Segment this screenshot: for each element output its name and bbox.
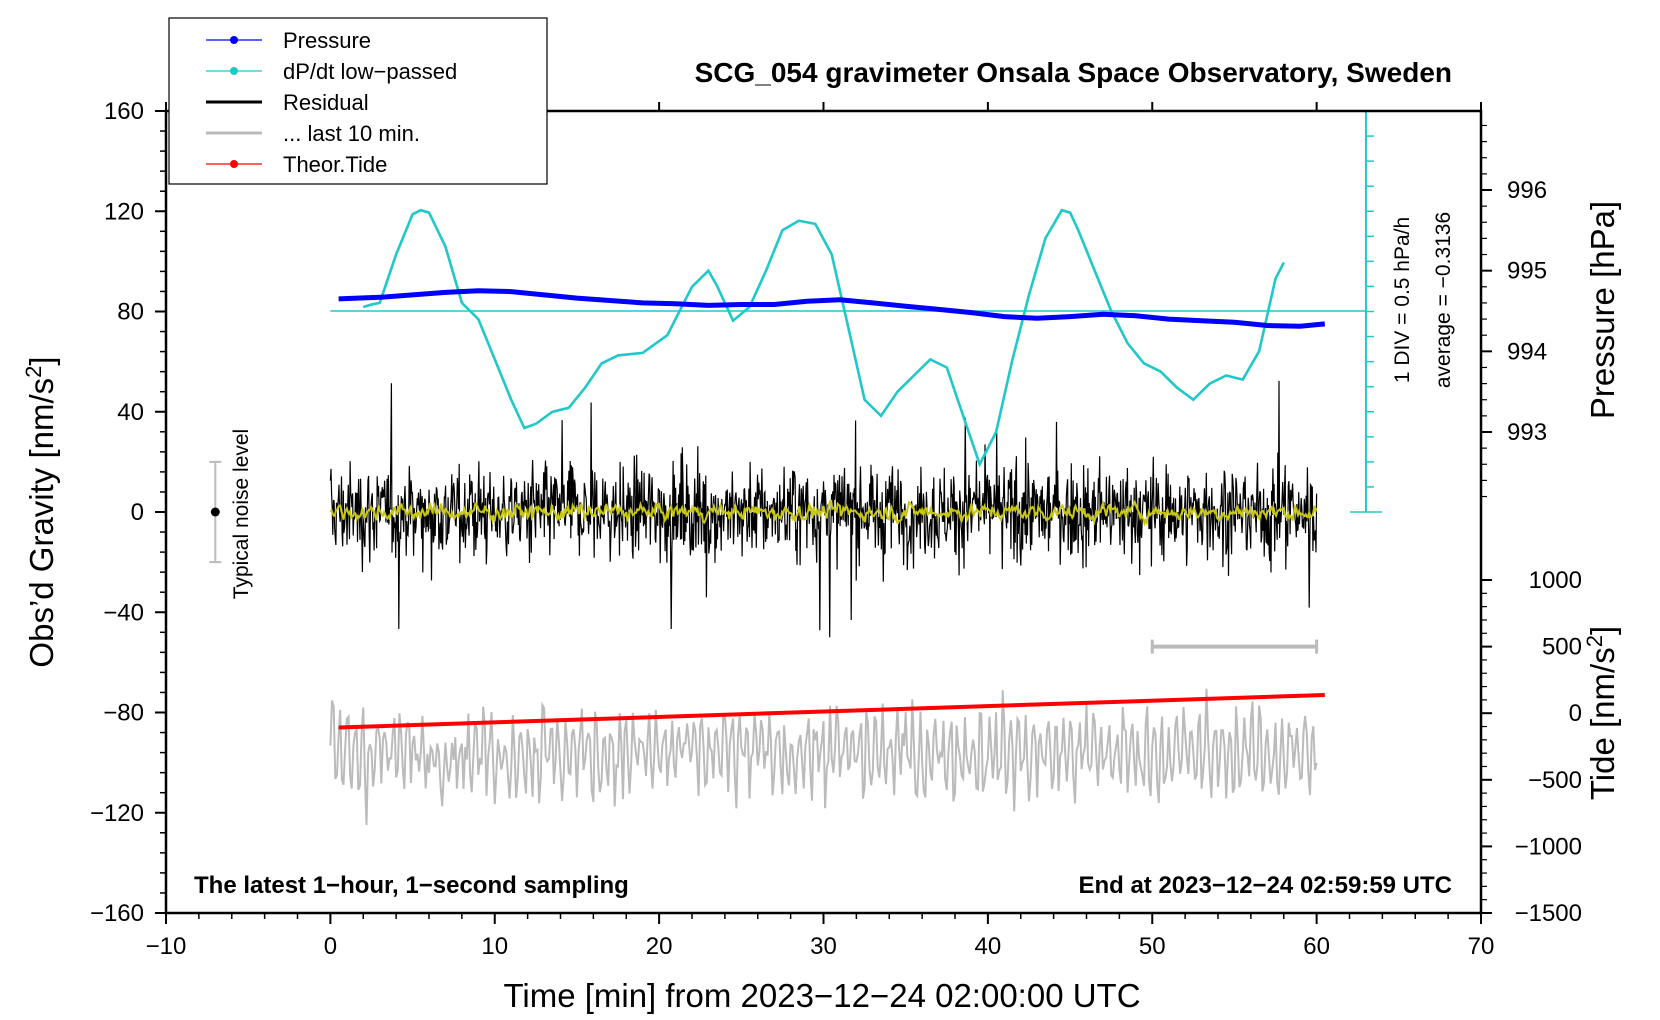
y-tick-label: −40 [103,599,144,626]
pressure-tick-label: 993 [1507,419,1547,446]
x-tick-label: 40 [975,933,1002,960]
tide-axis-label: Tide [nm/s2] [1582,626,1621,800]
legend-swatch-marker [230,160,238,168]
noise-level-bar [209,460,222,564]
left-note: The latest 1−hour, 1−second sampling [194,872,629,899]
tide-tick-label: 1000 [1529,567,1582,594]
dpdt-average-label: average = −0.3136 [1432,212,1455,388]
tide-tick-label: 0 [1569,700,1582,727]
tide-label-sup: 2 [1582,635,1607,647]
tide-tick-label: −1500 [1515,900,1582,927]
x-tick-label: 70 [1468,933,1495,960]
x-tick-label: −10 [146,933,187,960]
y-tick-label: 0 [131,499,144,526]
legend-swatch-marker [230,67,238,75]
legend-entry-label: Residual [283,90,369,115]
x-tick-label: 50 [1139,933,1166,960]
dpdt-series [362,208,1285,468]
tide-axis: −1500 −1000 −500 0 500 1000 [1481,567,1582,927]
x-axis: −10 0 10 20 30 40 50 60 70 [146,102,1495,960]
legend-entry-label: ... last 10 min. [283,121,420,146]
y-label-left-main: Obs’d Gravity [nm/s [23,378,60,668]
y-tick-label: 120 [104,198,144,225]
right-note: End at 2023−12−24 02:59:59 UTC [1078,872,1452,899]
pressure-tick-label: 995 [1507,258,1547,285]
pressure-tick-label: 994 [1507,338,1547,365]
x-tick-label: 60 [1303,933,1330,960]
last-10-min-bar [1150,639,1319,654]
x-tick-label: 30 [810,933,837,960]
last-10-min-series [329,688,1318,826]
x-tick-label: 10 [481,933,508,960]
legend-entry-label: Theor.Tide [283,152,387,177]
noise-bar-dot [210,507,220,517]
y-label-left-end: ] [23,356,60,365]
y-tick-label: 160 [104,98,144,125]
y-label-left-sup: 2 [21,366,46,378]
y-axis-left: −160 −120 −80 −40 0 40 80 120 160 [90,98,166,927]
legend: Pressure dP/dt low−passed Residual ... last… [168,17,548,185]
noise-level-label: Typical noise level [230,429,253,599]
tide-label-main: Tide [nm/s [1584,647,1621,800]
pressure-axis: 993 994 995 996 [1481,124,1547,498]
legend-entry-label: dP/dt low−passed [283,59,457,84]
tide-tick-label: −1000 [1515,833,1582,860]
tide-tick-label: 500 [1542,634,1582,661]
dpdt-div-label: 1 DIV = 0.5 hPa/h [1391,217,1414,383]
pressure-series [338,288,1326,329]
pressure-axis-label: Pressure [hPa] [1584,201,1621,419]
tide-series [338,693,1325,730]
y-tick-label: −120 [90,800,144,827]
x-axis-label: Time [min] from 2023−12−24 02:00:00 UTC [503,977,1140,1014]
filtered-series [329,499,1318,527]
tide-label-end: ] [1584,626,1621,635]
y-axis-label-left: Obs’d Gravity [nm/s2] [21,356,60,667]
legend-entry-label: Pressure [283,28,371,53]
legend-swatch-marker [230,36,238,44]
y-tick-label: 80 [117,299,144,326]
chart-title: SCG_054 gravimeter Onsala Space Observat… [695,57,1452,88]
pressure-tick-label: 996 [1507,177,1547,204]
y-tick-label: −80 [103,700,144,727]
x-tick-label: 20 [646,933,673,960]
series-layer [329,208,1366,826]
y-tick-label: −160 [90,900,144,927]
y-tick-label: 40 [117,399,144,426]
x-tick-label: 0 [324,933,337,960]
tide-tick-label: −500 [1528,767,1582,794]
